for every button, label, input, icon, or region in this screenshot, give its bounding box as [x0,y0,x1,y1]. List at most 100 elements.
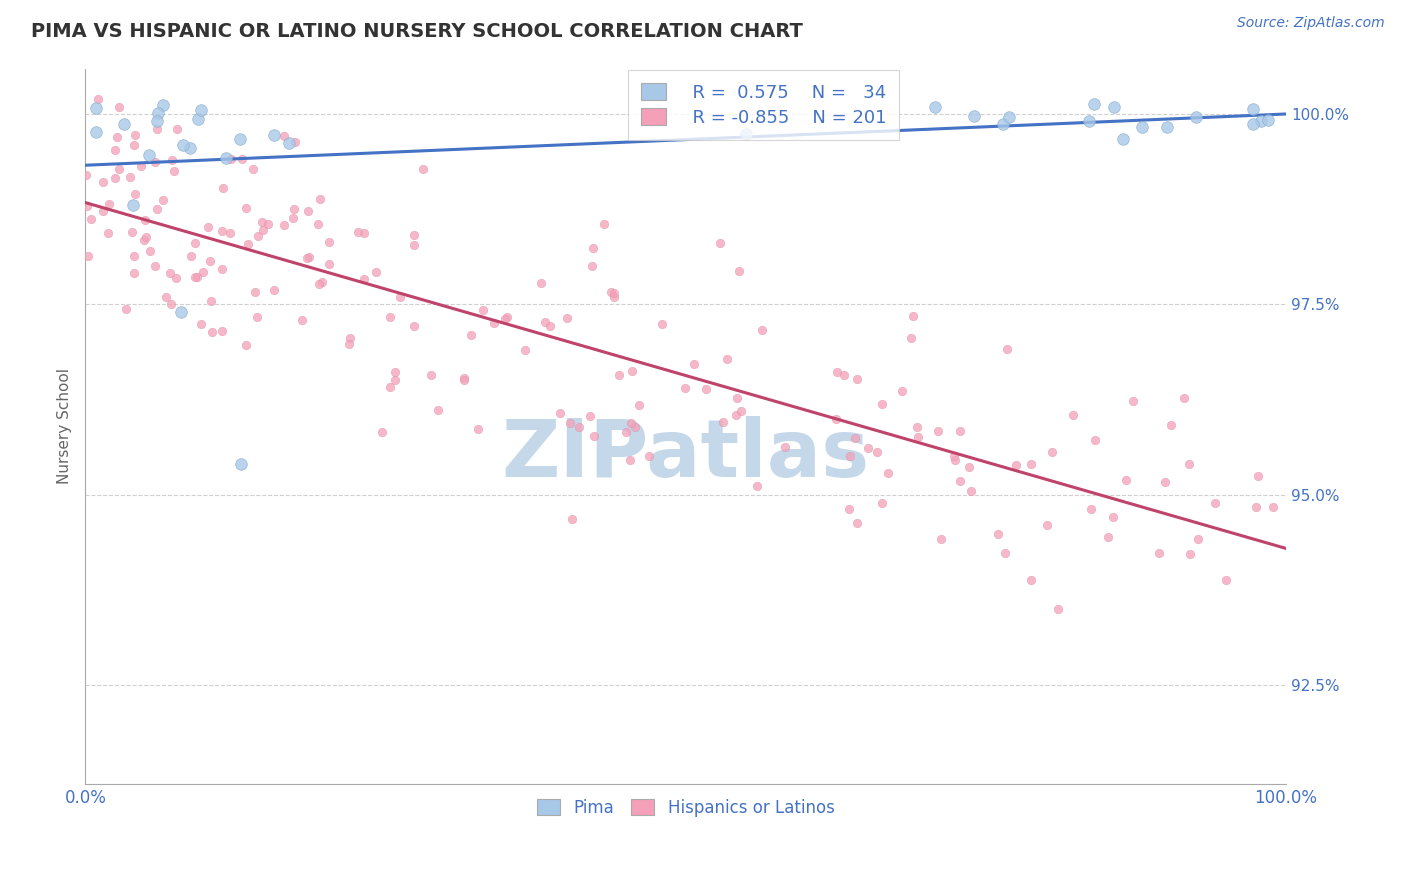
Point [384,373,406,387]
Point [991,117,1014,131]
Point [839,449,862,463]
Point [427,402,450,417]
Point [724,408,747,422]
Point [412,162,434,177]
Point [994,546,1017,560]
Text: Source: ZipAtlas.com: Source: ZipAtlas.com [1237,16,1385,30]
Point [162,164,184,178]
Point [197,220,219,235]
Point [548,406,571,420]
Point [1173,391,1195,405]
Point [1019,574,1042,588]
Point [846,516,869,530]
Point [80,211,103,226]
Point [555,310,578,325]
Point [297,251,319,265]
Point [200,254,222,268]
Point [219,227,242,241]
Point [1112,132,1135,146]
Point [122,198,145,212]
Point [578,409,600,424]
Point [924,100,946,114]
Point [1241,117,1264,131]
Point [139,244,162,258]
Point [242,161,264,176]
Point [402,227,425,242]
Point [515,343,537,357]
Point [582,241,605,255]
Point [263,128,285,142]
Point [229,132,252,146]
Point [1040,445,1063,459]
Point [191,265,214,279]
Point [1156,120,1178,135]
Point [1204,496,1226,510]
Point [957,459,980,474]
Point [1178,547,1201,561]
Point [273,129,295,144]
Point [132,233,155,247]
Point [773,440,796,454]
Text: PIMA VS HISPANIC OR LATINO NURSERY SCHOOL CORRELATION CHART: PIMA VS HISPANIC OR LATINO NURSERY SCHOO… [31,22,803,41]
Point [730,403,752,417]
Point [388,290,411,304]
Y-axis label: Nursery School: Nursery School [58,368,72,484]
Point [1246,500,1268,514]
Point [380,310,402,324]
Point [1077,114,1099,128]
Point [825,412,848,426]
Point [960,483,983,498]
Point [683,357,706,371]
Point [482,316,505,330]
Point [872,397,894,411]
Point [907,430,929,444]
Point [404,318,426,333]
Point [1257,113,1279,128]
Point [1097,531,1119,545]
Point [673,381,696,395]
Point [963,109,986,123]
Point [245,285,267,300]
Point [995,343,1018,357]
Point [84,101,107,115]
Point [308,277,330,292]
Point [364,265,387,279]
Point [235,201,257,215]
Point [104,171,127,186]
Point [561,512,583,526]
Point [180,249,202,263]
Point [460,328,482,343]
Point [121,225,143,239]
Point [494,312,516,326]
Point [211,262,233,277]
Point [76,199,98,213]
Point [582,429,605,443]
Point [152,193,174,207]
Point [124,128,146,143]
Point [311,276,333,290]
Point [1261,500,1284,514]
Point [866,445,889,459]
Point [146,114,169,128]
Text: ZIPatlas: ZIPatlas [502,416,870,494]
Point [291,313,314,327]
Point [246,310,269,325]
Point [901,309,924,323]
Point [844,432,866,446]
Point [1241,102,1264,116]
Point [534,315,557,329]
Point [91,175,114,189]
Point [160,153,183,167]
Point [87,92,110,106]
Point [273,218,295,232]
Point [593,217,616,231]
Point [108,162,131,177]
Point [530,276,553,290]
Point [378,380,401,394]
Point [619,453,641,467]
Point [1062,409,1084,423]
Point [945,452,967,467]
Point [179,141,201,155]
Point [384,365,406,379]
Point [905,419,928,434]
